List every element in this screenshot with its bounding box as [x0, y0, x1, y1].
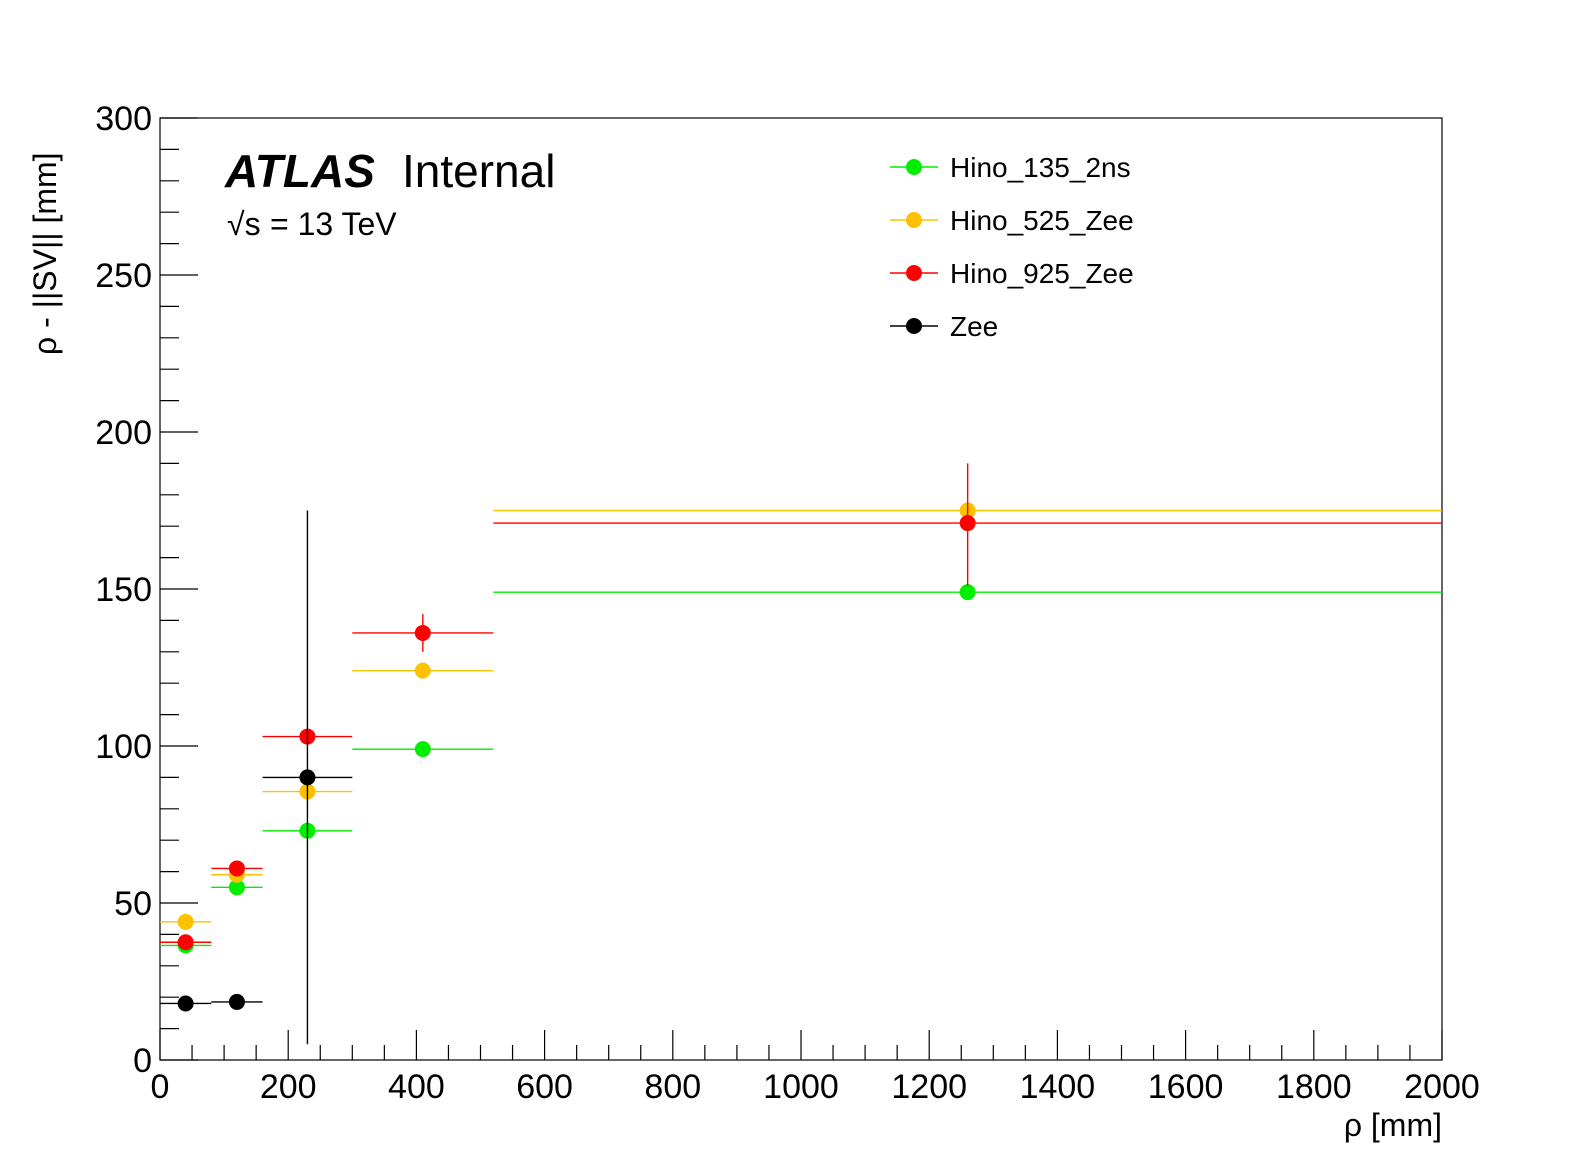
data-point — [177, 995, 194, 1012]
energy-label: = 13 TeV — [270, 206, 397, 242]
y-tick-label: 50 — [114, 885, 152, 923]
legend-marker — [906, 159, 922, 175]
legend-label: Zee — [950, 311, 998, 342]
legend-marker — [906, 318, 922, 334]
y-axis-title: ρ - ||SV|| [mm] — [27, 152, 63, 355]
data-point — [959, 515, 976, 532]
plot-frame — [159, 117, 1443, 1061]
x-tick-label: 1800 — [1276, 1068, 1352, 1106]
x-tick-label: 2000 — [1404, 1068, 1480, 1106]
x-tick-label: 1200 — [891, 1068, 967, 1106]
x-tick-label: 400 — [388, 1068, 445, 1106]
y-tick-label: 300 — [95, 100, 152, 138]
data-point — [228, 993, 245, 1010]
legend: Hino_135_2ns Hino_525_Zee Hino_925_Zee Zee — [890, 152, 1134, 342]
legend-label: Hino_525_Zee — [950, 205, 1134, 236]
series-Hino_525_Zee — [160, 502, 1442, 930]
y-tick-label: 250 — [95, 257, 152, 295]
x-tick-label: 1000 — [763, 1068, 839, 1106]
data-point — [959, 584, 976, 601]
x-tick-label: 600 — [516, 1068, 573, 1106]
series-Hino_925_Zee — [160, 463, 1442, 951]
data-point — [177, 913, 194, 930]
data-layer — [160, 463, 1442, 1045]
series-Zee — [160, 510, 353, 1045]
x-tick-label: 1600 — [1148, 1068, 1224, 1106]
legend-item: Hino_925_Zee — [890, 258, 1134, 289]
legend-marker — [906, 265, 922, 281]
legend-label: Hino_135_2ns — [950, 152, 1131, 183]
data-point — [177, 934, 194, 951]
legend-item: Zee — [890, 311, 998, 342]
atlas-label: ATLAS — [224, 145, 375, 197]
y-axis: 0 50 100 150 200 250 300 — [95, 100, 198, 1080]
data-point — [414, 741, 431, 758]
y-tick-label: 100 — [95, 728, 152, 766]
x-axis-title: ρ [mm] — [1344, 1107, 1442, 1143]
internal-label: Internal — [402, 145, 555, 197]
series-Hino_135_2ns — [160, 584, 1442, 954]
x-tick-label: 1400 — [1020, 1068, 1096, 1106]
x-tick-label: 200 — [260, 1068, 317, 1106]
data-point — [414, 662, 431, 679]
sqrt-s-symbol: √s — [227, 206, 261, 242]
data-point — [299, 769, 316, 786]
legend-label: Hino_925_Zee — [950, 258, 1134, 289]
x-tick-label: 0 — [151, 1068, 170, 1106]
x-axis: 0 200 400 600 800 1000 1200 1400 1600 1800 2000 — [151, 1030, 1480, 1106]
data-point — [414, 624, 431, 641]
legend-marker — [906, 212, 922, 228]
y-tick-label: 150 — [95, 571, 152, 609]
data-point — [228, 860, 245, 877]
legend-item: Hino_135_2ns — [890, 152, 1131, 183]
y-tick-label: 0 — [133, 1042, 152, 1080]
data-point — [228, 879, 245, 896]
x-tick-label: 800 — [644, 1068, 701, 1106]
legend-item: Hino_525_Zee — [890, 205, 1134, 236]
y-tick-label: 200 — [95, 414, 152, 452]
